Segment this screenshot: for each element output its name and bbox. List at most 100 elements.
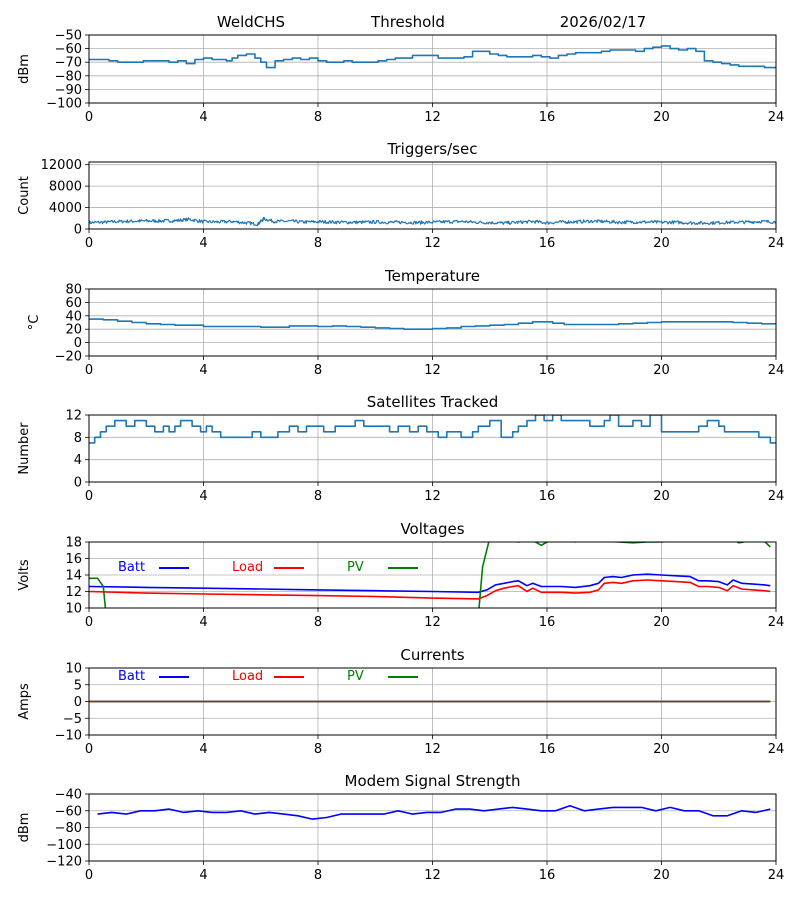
y-tick-label: −60 — [55, 804, 82, 819]
x-tick-label: 12 — [424, 363, 441, 378]
legend: Batt Load PV — [118, 560, 418, 575]
x-tick-label: 16 — [539, 363, 556, 378]
legend-label-batt: Batt — [118, 560, 145, 575]
x-tick-label: 16 — [539, 110, 556, 125]
series-group — [89, 217, 776, 227]
y-tick-label: 0 — [74, 223, 82, 238]
chart-title: Voltages — [400, 520, 464, 538]
y-tick-label: −100 — [46, 838, 82, 853]
x-tick-label: 12 — [424, 742, 441, 757]
x-tick-label: 24 — [768, 489, 785, 504]
y-tick-label: −60 — [55, 42, 82, 57]
series-line-modem — [97, 804, 771, 820]
x-tick-label: 12 — [424, 489, 441, 504]
y-tick-label: 12 — [65, 585, 82, 600]
x-tick-label: 0 — [85, 110, 93, 125]
y-tick-label: 20 — [65, 323, 82, 338]
x-tick-label: 16 — [539, 742, 556, 757]
panel-signal: 0 4 8 12 16 20 24 −100−90−80−70−60−50 dBm — [17, 29, 784, 126]
x-tick-label: 16 — [539, 236, 556, 251]
x-tick-label: 8 — [314, 363, 322, 378]
panel-satellites: 0 4 8 12 16 20 24 0 4 8 12 Number Satellites Tracked — [17, 393, 784, 504]
x-tick-label: 24 — [768, 110, 785, 125]
mode-label: Threshold — [370, 13, 445, 31]
x-tick-label: 24 — [768, 236, 785, 251]
x-tick-label: 12 — [424, 236, 441, 251]
series-group — [89, 415, 776, 444]
x-tick-label: 24 — [768, 868, 785, 883]
x-tick-label: 24 — [768, 363, 785, 378]
series-group — [97, 804, 771, 820]
y-tick-label: 40 — [65, 309, 82, 324]
y-tick-label: −20 — [55, 350, 82, 365]
x-tick-label: 0 — [85, 363, 93, 378]
y-tick-label: −70 — [55, 56, 82, 71]
series-line-signal — [89, 45, 776, 69]
y-tick-label: 10 — [65, 602, 82, 617]
x-tick-label: 4 — [199, 363, 207, 378]
y-tick-label: 10 — [65, 662, 82, 677]
legend-label-pv: PV — [347, 560, 364, 575]
y-tick-label: 0 — [74, 695, 82, 710]
chart-title: Triggers/sec — [387, 140, 478, 158]
x-tick-label: 0 — [85, 615, 93, 630]
panel-triggers: 0 4 8 12 16 20 24 0 4000 8000 12000 Count Triggers/s… — [17, 140, 784, 251]
y-tick-label: 8000 — [49, 180, 82, 195]
x-tick-label: 8 — [314, 236, 322, 251]
y-tick-label: −5 — [63, 712, 82, 727]
y-tick-label: −90 — [55, 83, 82, 98]
x-tick-label: 8 — [314, 615, 322, 630]
x-tick-label: 0 — [85, 489, 93, 504]
date-label: 2026/02/17 — [560, 13, 646, 31]
y-tick-label: 5 — [74, 678, 82, 693]
series-line-satellites — [89, 415, 776, 444]
series-group — [89, 45, 776, 69]
y-tick-label: 12000 — [41, 158, 82, 173]
x-tick-label: 4 — [199, 868, 207, 883]
x-tick-label: 4 — [199, 742, 207, 757]
chart-title: Temperature — [384, 267, 480, 285]
x-tick-label: 4 — [199, 489, 207, 504]
legend-label-pv: PV — [347, 669, 364, 684]
y-tick-label: 14 — [65, 569, 82, 584]
legend-label-load: Load — [232, 560, 263, 575]
x-tick-label: 4 — [199, 236, 207, 251]
y-tick-label: 60 — [65, 296, 82, 311]
y-axis-label: Amps — [17, 683, 32, 720]
x-tick-label: 16 — [539, 489, 556, 504]
series-line-pv — [89, 542, 771, 608]
y-tick-label: 80 — [65, 283, 82, 298]
x-tick-label: 20 — [653, 868, 670, 883]
x-tick-label: 20 — [653, 742, 670, 757]
x-tick-label: 24 — [768, 615, 785, 630]
chart-title: Satellites Tracked — [367, 393, 498, 411]
y-tick-label: −100 — [46, 97, 82, 112]
legend: Batt Load PV — [118, 669, 418, 684]
series-line-temperature — [89, 318, 776, 330]
y-tick-label: 0 — [74, 336, 82, 351]
x-tick-label: 12 — [424, 868, 441, 883]
x-tick-label: 8 — [314, 868, 322, 883]
y-axis-label: Volts — [17, 559, 32, 591]
y-tick-label: 12 — [65, 409, 82, 424]
x-tick-label: 20 — [653, 363, 670, 378]
station-name: WeldCHS — [217, 13, 285, 31]
y-tick-label: 18 — [65, 536, 82, 551]
panel-modem: 0 4 8 12 16 20 24 −120 −100 −80 −60−40 dBm Modem Sig… — [17, 772, 784, 883]
x-tick-label: 4 — [199, 615, 207, 630]
y-tick-label: −40 — [55, 788, 82, 803]
x-tick-label: 16 — [539, 868, 556, 883]
x-tick-label: 0 — [85, 236, 93, 251]
series-line-batt — [89, 573, 771, 594]
y-tick-label: −120 — [46, 855, 82, 870]
x-tick-label: 24 — [768, 742, 785, 757]
series-line-load — [89, 579, 771, 600]
y-tick-label: 4 — [74, 453, 82, 468]
y-tick-label: 0 — [74, 476, 82, 491]
x-tick-label: 12 — [424, 615, 441, 630]
y-axis-label: Count — [17, 176, 32, 215]
